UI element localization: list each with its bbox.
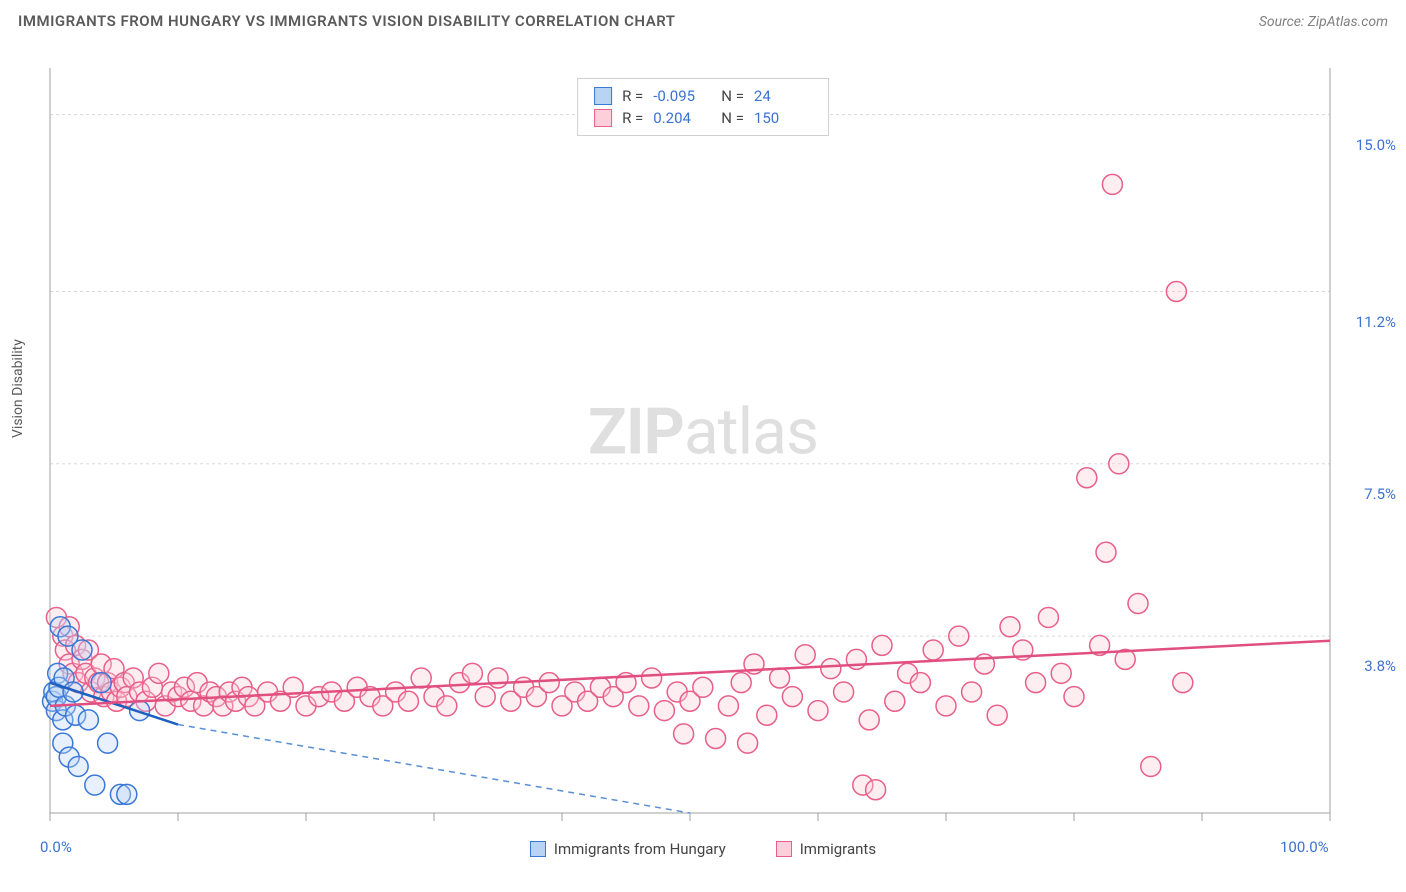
stats-swatch-blue <box>594 87 612 105</box>
source-label: Source: ZipAtlas.com <box>1259 14 1388 30</box>
y-tick-label: 3.8% <box>1364 657 1396 675</box>
stats-r-label-0: R = <box>622 87 643 105</box>
stats-row-hungary: R = -0.095 N = 24 <box>594 85 812 107</box>
y-tick-label: 11.2% <box>1356 313 1396 331</box>
header-row: IMMIGRANTS FROM HUNGARY VS IMMIGRANTS VI… <box>0 0 1406 38</box>
scatter-chart-svg <box>0 38 1406 858</box>
y-axis-label: Vision Disability <box>10 339 26 438</box>
legend-item-immigrants: Immigrants <box>776 840 876 858</box>
stats-row-immigrants: R = 0.204 N = 150 <box>594 107 812 129</box>
correlation-stats-box: R = -0.095 N = 24 R = 0.204 N = 150 <box>577 78 829 136</box>
stats-n-label-1: N = <box>721 109 744 127</box>
y-tick-label: 15.0% <box>1356 136 1396 154</box>
chart-container: Vision Disability ZIPatlas R = -0.095 N … <box>0 38 1406 858</box>
stats-swatch-pink <box>594 109 612 127</box>
stats-r-val-0: -0.095 <box>653 87 711 105</box>
legend-swatch-pink <box>776 841 792 857</box>
x-max-label: 100.0% <box>1280 838 1329 856</box>
legend-label-immigrants: Immigrants <box>800 840 876 858</box>
legend-label-hungary: Immigrants from Hungary <box>554 840 726 858</box>
x-min-label: 0.0% <box>40 838 72 856</box>
bottom-legend: Immigrants from Hungary Immigrants <box>0 840 1406 858</box>
legend-swatch-blue <box>530 841 546 857</box>
chart-title: IMMIGRANTS FROM HUNGARY VS IMMIGRANTS VI… <box>18 12 675 30</box>
stats-n-label-0: N = <box>721 87 744 105</box>
y-tick-label: 7.5% <box>1364 485 1396 503</box>
stats-n-val-1: 150 <box>754 109 812 127</box>
stats-n-val-0: 24 <box>754 87 812 105</box>
stats-r-val-1: 0.204 <box>653 109 711 127</box>
legend-item-hungary: Immigrants from Hungary <box>530 840 726 858</box>
stats-r-label-1: R = <box>622 109 643 127</box>
